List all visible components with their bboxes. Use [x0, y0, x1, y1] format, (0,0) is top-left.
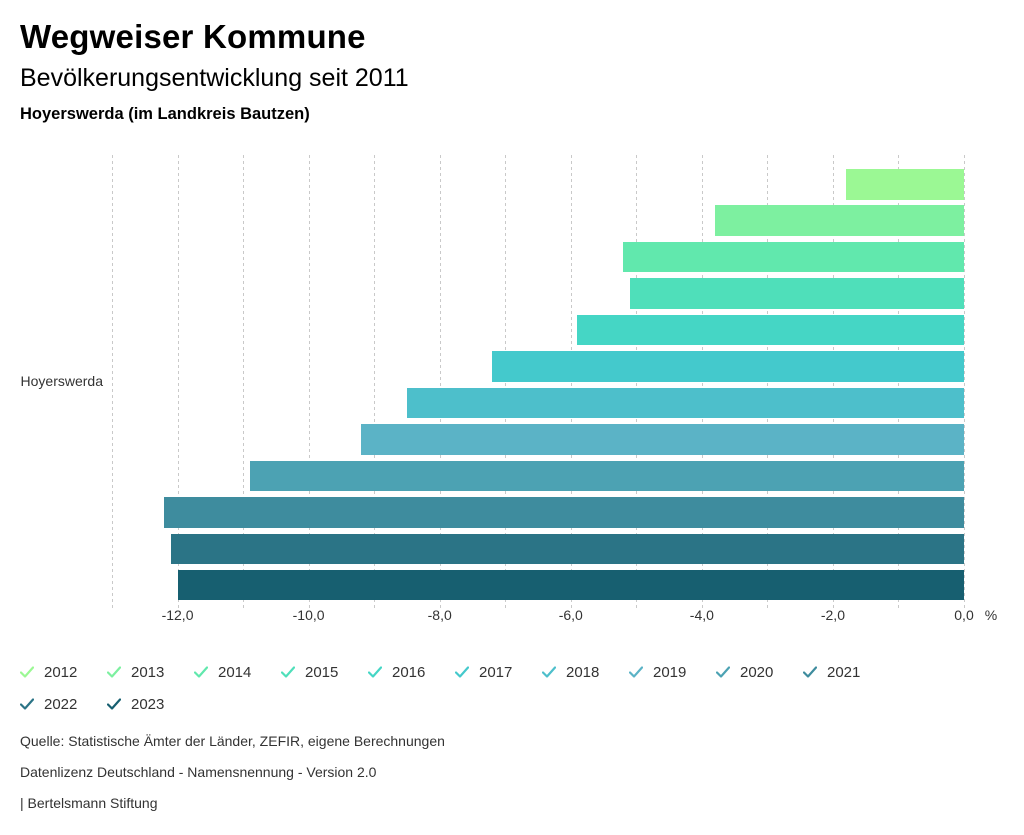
legend-item-2016[interactable]: 2016	[368, 656, 455, 688]
legend-item-label: 2017	[479, 663, 513, 681]
bar-2015[interactable]	[629, 278, 964, 309]
checkmark-icon	[629, 666, 643, 678]
legend-item-2017[interactable]: 2017	[455, 656, 542, 688]
x-axis-tick-label: -10,0	[292, 607, 325, 623]
gridline	[177, 155, 179, 608]
gridline	[374, 155, 376, 608]
legend-item-2021[interactable]: 2021	[803, 656, 890, 688]
footer-attribution: | Bertelsmann Stiftung	[20, 795, 158, 811]
gridline	[439, 155, 441, 608]
bar-2020[interactable]	[249, 460, 964, 492]
checkmark-icon	[542, 666, 556, 678]
x-axis-tick-label: -8,0	[427, 607, 452, 623]
legend-item-label: 2020	[740, 663, 774, 681]
gridline	[243, 155, 245, 608]
checkmark-icon	[803, 666, 817, 678]
gridline	[112, 155, 113, 608]
bar-2021[interactable]	[164, 497, 964, 528]
legend-item-2013[interactable]: 2013	[107, 656, 194, 688]
checkmark-icon	[368, 666, 382, 678]
legend-item-2018[interactable]: 2018	[542, 656, 629, 688]
checkmark-icon	[20, 666, 34, 678]
x-axis-tick-label: -2,0	[820, 607, 845, 623]
legend-item-label: 2015	[305, 663, 339, 681]
bar-2017[interactable]	[492, 351, 964, 382]
legend-item-label: 2023	[131, 695, 165, 713]
legend-item-label: 2016	[392, 663, 426, 681]
y-axis-category-label: Hoyerswerda	[20, 373, 103, 389]
checkmark-icon	[455, 666, 469, 678]
footer-source: Quelle: Statistische Ämter der Länder, Z…	[20, 733, 445, 749]
footer-license: Datenlizenz Deutschland - Namensnennung …	[20, 764, 377, 780]
legend-item-label: 2018	[566, 663, 600, 681]
legend-item-2019[interactable]: 2019	[629, 656, 716, 688]
bar-2013[interactable]	[714, 205, 964, 236]
bar-2014[interactable]	[623, 241, 964, 273]
checkmark-icon	[107, 698, 121, 710]
chart-location-subtitle: Hoyerswerda (im Landkreis Bautzen)	[20, 105, 310, 123]
bar-2022[interactable]	[170, 533, 964, 564]
x-axis-tick-label: -12,0	[161, 607, 194, 623]
bar-2018[interactable]	[406, 387, 964, 419]
legend-item-2014[interactable]: 2014	[194, 656, 281, 688]
chart-legend: 2012 2013 2014 2015 2016 2017 2018 2019 2020 2021…	[20, 656, 900, 720]
legend-item-2015[interactable]: 2015	[281, 656, 368, 688]
legend-item-2012[interactable]: 2012	[20, 656, 107, 688]
gridline	[964, 155, 965, 608]
checkmark-icon	[194, 666, 208, 678]
checkmark-icon	[20, 698, 34, 710]
bar-2016[interactable]	[577, 314, 964, 346]
bar-2019[interactable]	[361, 424, 964, 455]
x-axis-tick-label: 0,0	[954, 607, 974, 623]
checkmark-icon	[281, 666, 295, 678]
checkmark-icon	[107, 666, 121, 678]
legend-item-2023[interactable]: 2023	[107, 688, 194, 720]
gridline	[308, 155, 310, 608]
chart-title: Bevölkerungsentwicklung seit 2011	[20, 64, 409, 92]
legend-item-label: 2022	[44, 695, 78, 713]
x-axis-unit-label: %	[984, 607, 998, 623]
x-axis-tick-label: -4,0	[689, 607, 714, 623]
checkmark-icon	[716, 666, 730, 678]
bar-2023[interactable]	[177, 569, 964, 601]
legend-item-2022[interactable]: 2022	[20, 688, 107, 720]
legend-item-label: 2014	[218, 663, 252, 681]
legend-item-label: 2019	[653, 663, 687, 681]
legend-item-label: 2021	[827, 663, 861, 681]
legend-item-label: 2013	[131, 663, 165, 681]
legend-item-label: 2012	[44, 663, 78, 681]
legend-item-2020[interactable]: 2020	[716, 656, 803, 688]
page-title: Wegweiser Kommune	[20, 18, 366, 55]
x-axis-tick-label: -6,0	[558, 607, 583, 623]
bar-2012[interactable]	[846, 169, 964, 200]
